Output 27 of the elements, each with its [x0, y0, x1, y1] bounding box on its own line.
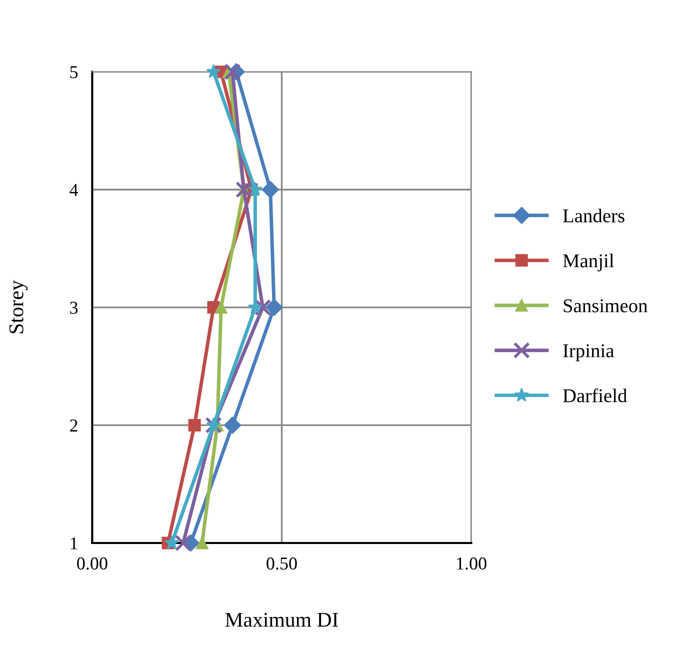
point — [224, 416, 242, 434]
x-tick-label: 1.00 — [457, 557, 486, 570]
x-tick-label: 0.00 — [77, 557, 108, 570]
y-axis-title: Storey — [9, 280, 28, 334]
y-tick-label: 4 — [70, 184, 78, 196]
legend-label: Darfield — [563, 388, 628, 402]
point — [262, 181, 279, 198]
point — [248, 182, 262, 196]
point — [188, 418, 201, 432]
y-tick-label: 3 — [70, 302, 78, 314]
x-tick-label: 0.50 — [266, 557, 297, 570]
point — [266, 298, 283, 316]
point — [206, 64, 221, 78]
y-tick-label: 5 — [70, 66, 78, 78]
point — [254, 299, 272, 316]
legend-label: Irpinia — [563, 344, 614, 362]
x-axis-title: Maximum DI — [225, 612, 338, 627]
point — [174, 534, 192, 552]
point — [164, 535, 180, 550]
y-tick-label: 2 — [70, 420, 78, 432]
point — [196, 536, 208, 550]
legend-label: Landers — [563, 208, 624, 222]
point — [224, 63, 241, 80]
legend-label: Sansimeon — [564, 299, 648, 312]
legend-label: Manjil — [563, 254, 614, 272]
point — [214, 301, 228, 314]
y-tick-label: 1 — [70, 537, 78, 550]
